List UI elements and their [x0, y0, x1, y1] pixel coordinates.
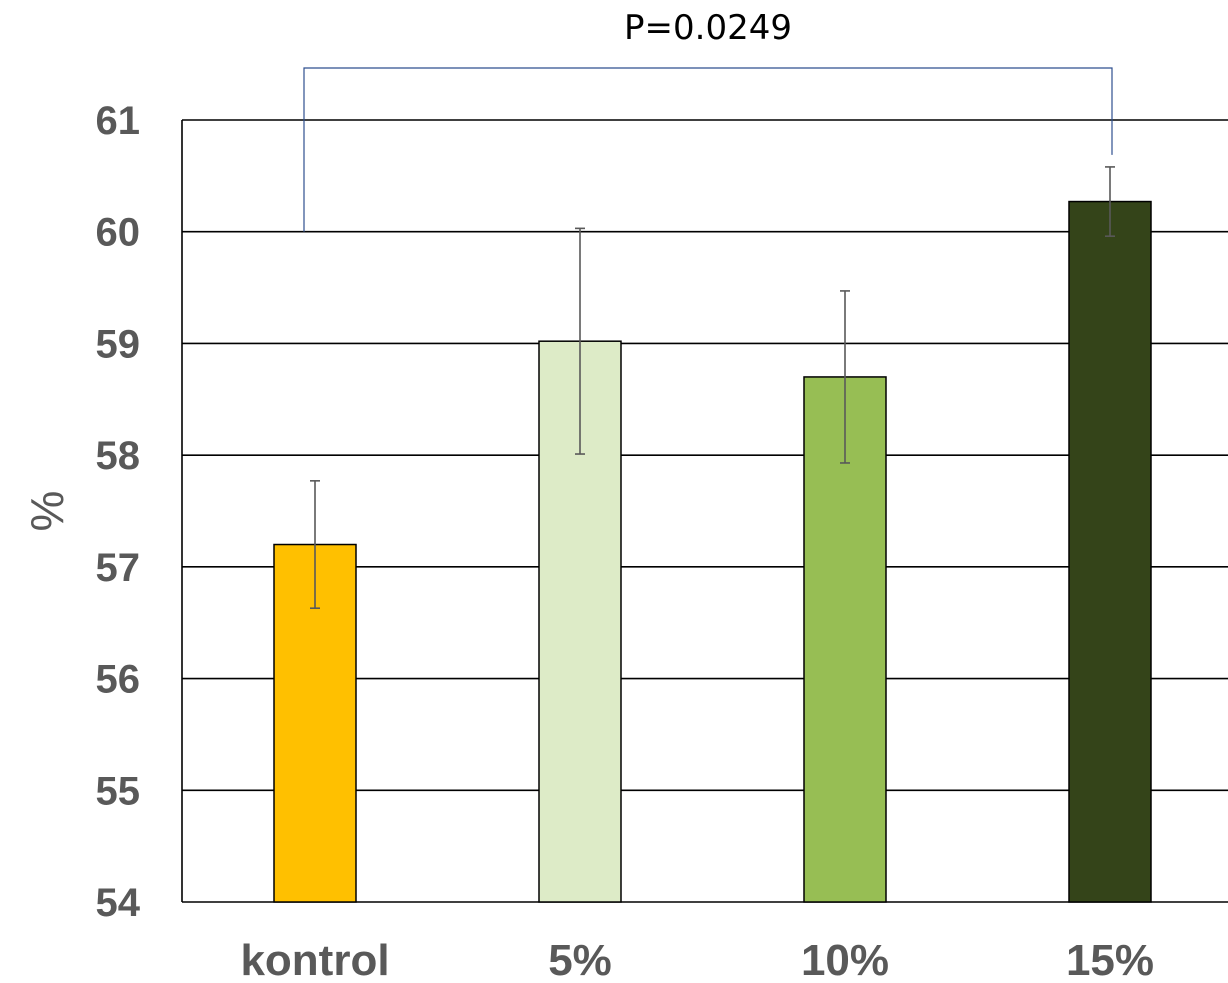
bar — [803, 376, 887, 903]
y-tick-labels: 54 55 56 57 58 59 60 61 — [96, 99, 141, 925]
y-tick-label: 57 — [96, 546, 141, 590]
x-tick-label: 5% — [548, 936, 612, 983]
error-bars — [310, 166, 1115, 609]
p-value-label: P=0.0249 — [624, 8, 792, 48]
y-tick-label: 60 — [96, 211, 141, 255]
significance-bracket — [303, 67, 1113, 232]
y-tick-label: 55 — [96, 769, 141, 813]
y-tick-label: 54 — [96, 881, 141, 925]
y-tick-label: 61 — [96, 99, 141, 143]
y-tick-label: 59 — [96, 322, 141, 366]
x-tick-label: 15% — [1066, 936, 1154, 983]
x-tick-label: kontrol — [240, 936, 389, 983]
bars — [273, 200, 1152, 903]
y-tick-label: 58 — [96, 434, 141, 478]
x-tick-label: 10% — [801, 936, 889, 983]
y-tick-label: 56 — [96, 658, 141, 702]
significance-annotation: P=0.0249 — [303, 8, 1113, 232]
bar — [1068, 200, 1152, 903]
y-axis-title: % — [21, 491, 73, 532]
x-tick-labels: kontrol 5% 10% 15% — [240, 936, 1154, 983]
